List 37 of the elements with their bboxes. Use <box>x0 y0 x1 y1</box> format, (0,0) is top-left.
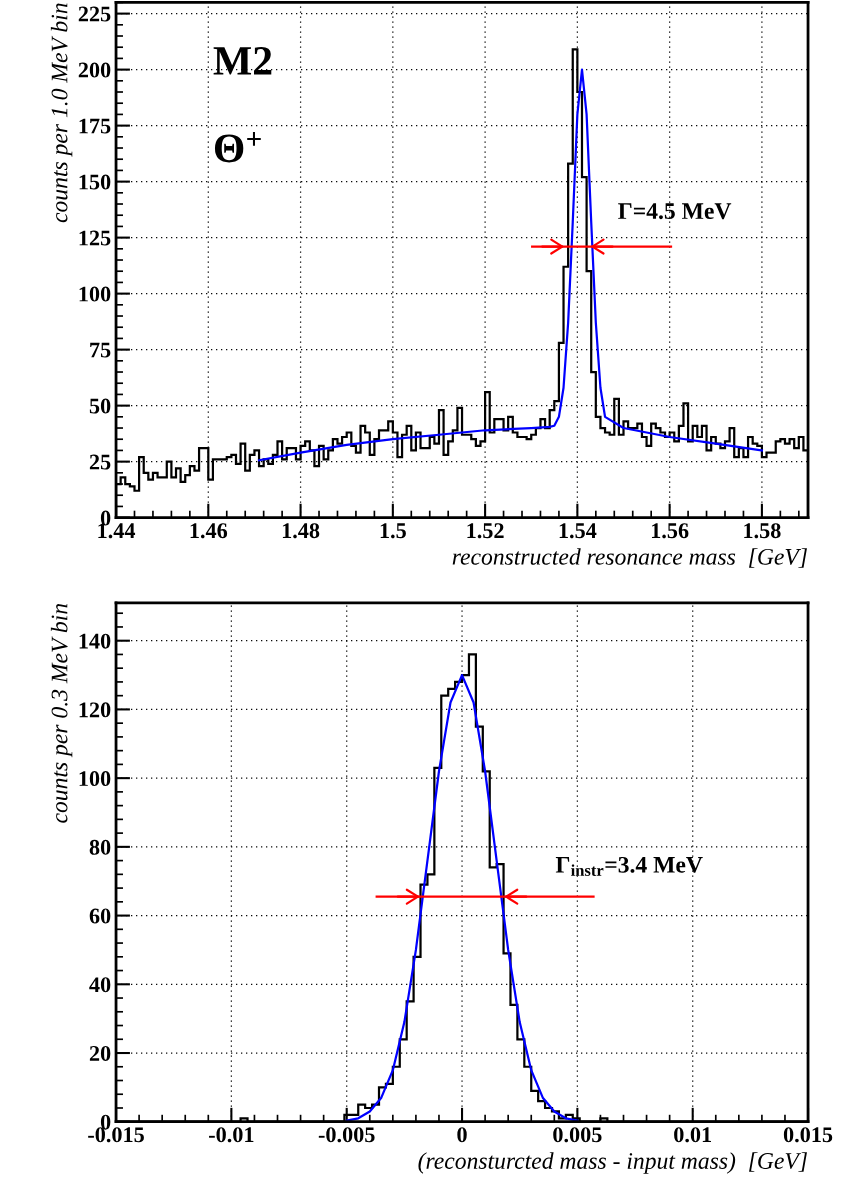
annotation: Γ$_{instr}$=3.4 MeV <box>555 856 703 876</box>
y-tick-label: 150 <box>79 174 111 190</box>
x-tick-label: 1.46 <box>190 523 228 539</box>
x-tick-label: -0.01 <box>209 1127 254 1143</box>
y-tick-label: 100 <box>79 286 111 302</box>
y-tick-label: 225 <box>78 6 111 22</box>
annotation: Θ$^{+}$ <box>214 132 261 163</box>
y-tick-label: 175 <box>79 118 111 134</box>
y-tick-label: 20 <box>89 1045 111 1061</box>
x-tick-label: 1.48 <box>282 523 320 539</box>
y-tick-label: 60 <box>89 908 111 924</box>
y-axis-title: counts per 0.3 MeV bin <box>50 603 73 823</box>
y-tick-label: 120 <box>79 702 111 718</box>
y-tick-label: 50 <box>89 398 111 414</box>
y-tick-label: 140 <box>79 633 111 649</box>
x-tick-label: 0 <box>457 1127 467 1143</box>
y-tick-label: 40 <box>89 977 111 993</box>
annotation: M2 <box>213 46 272 75</box>
y-tick-label: 200 <box>78 62 111 78</box>
y-tick-label: 100 <box>79 771 111 787</box>
x-tick-label: 0.01 <box>674 1127 711 1143</box>
y-tick-label: 25 <box>89 454 111 470</box>
x-axis-title: reconstructed resonance mass [GeV] <box>452 548 807 568</box>
x-tick-label: 1.56 <box>651 523 689 539</box>
x-tick-label: 1.52 <box>467 523 504 539</box>
x-tick-label: 0.015 <box>783 1127 833 1143</box>
x-tick-label: 1.5 <box>380 523 406 539</box>
y-axis-title: counts per 1.0 MeV bin <box>50 3 73 223</box>
x-tick-label: 1.54 <box>559 523 597 539</box>
x-tick-label: 0.005 <box>553 1127 602 1143</box>
y-tick-label: 80 <box>89 839 111 855</box>
annotation: Γ=4.5 MeV <box>618 203 732 220</box>
x-tick-label: 1.58 <box>744 523 781 539</box>
x-axis-title: (reconsturcted mass - input mass) [GeV] <box>418 1152 807 1174</box>
y-tick-label: 125 <box>79 230 111 246</box>
x-tick-label: -0.005 <box>318 1127 375 1143</box>
y-tick-label: 75 <box>90 342 111 358</box>
